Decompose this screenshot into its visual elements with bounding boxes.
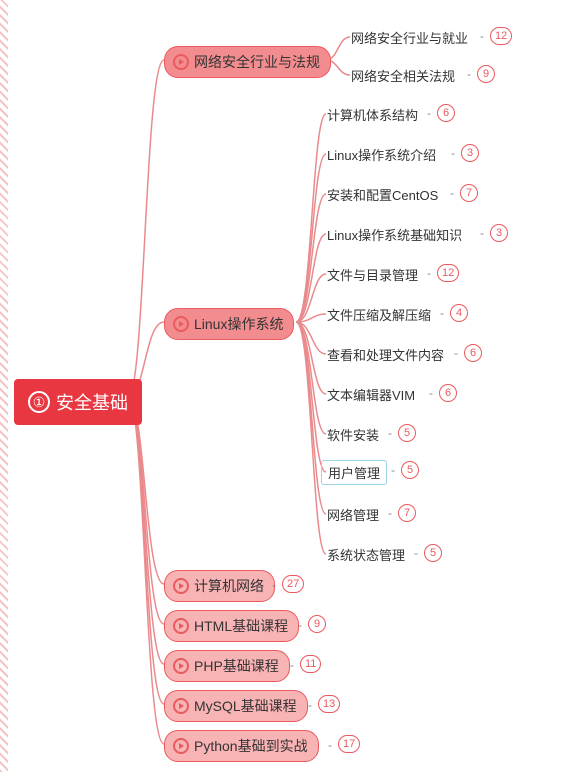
branch-label: PHP基础课程 bbox=[194, 656, 279, 676]
root-number: ① bbox=[28, 391, 50, 413]
dash: - bbox=[450, 186, 454, 200]
branch-label: HTML基础课程 bbox=[194, 616, 288, 636]
dash: - bbox=[427, 266, 431, 280]
dash: - bbox=[308, 698, 312, 712]
dash: - bbox=[467, 67, 471, 81]
bullet-icon bbox=[173, 658, 189, 674]
count-badge: 9 bbox=[477, 65, 495, 83]
leaf-node[interactable]: 文件与目录管理 bbox=[327, 265, 418, 284]
count-badge: 4 bbox=[450, 304, 468, 322]
branch-label: Python基础到实战 bbox=[194, 736, 308, 756]
count-badge: 12 bbox=[437, 264, 459, 282]
left-hatch bbox=[0, 0, 8, 772]
count-badge: 5 bbox=[401, 461, 419, 479]
root-node[interactable]: ① 安全基础 bbox=[14, 379, 142, 425]
bullet-icon bbox=[173, 698, 189, 714]
branch-b6[interactable]: Python基础到实战 bbox=[164, 730, 319, 762]
branch-b4[interactable]: PHP基础课程 bbox=[164, 650, 290, 682]
dash: - bbox=[290, 658, 294, 672]
branch-label: 计算机网络 bbox=[194, 576, 264, 596]
branch-b5[interactable]: MySQL基础课程 bbox=[164, 690, 308, 722]
dash: - bbox=[429, 386, 433, 400]
dash: - bbox=[440, 306, 444, 320]
dash: - bbox=[414, 546, 418, 560]
dash: - bbox=[454, 346, 458, 360]
branch-b2[interactable]: 计算机网络 bbox=[164, 570, 275, 602]
branch-b3[interactable]: HTML基础课程 bbox=[164, 610, 299, 642]
count-badge: 9 bbox=[308, 615, 326, 633]
leaf-node[interactable]: 文件压缩及解压缩 bbox=[327, 305, 431, 324]
count-badge: 6 bbox=[464, 344, 482, 362]
dash: - bbox=[391, 463, 395, 477]
count-badge: 5 bbox=[424, 544, 442, 562]
leaf-node[interactable]: Linux操作系统基础知识 bbox=[327, 225, 462, 244]
count-badge: 7 bbox=[398, 504, 416, 522]
leaf-node[interactable]: 软件安装 bbox=[327, 425, 379, 444]
leaf-node[interactable]: 计算机体系结构 bbox=[327, 105, 418, 124]
count-badge: 17 bbox=[338, 735, 360, 753]
dash: - bbox=[298, 618, 302, 632]
bullet-icon bbox=[173, 54, 189, 70]
root-label: 安全基础 bbox=[56, 389, 128, 415]
count-badge: 6 bbox=[439, 384, 457, 402]
dash: - bbox=[451, 146, 455, 160]
count-badge: 3 bbox=[461, 144, 479, 162]
leaf-node[interactable]: 安装和配置CentOS bbox=[327, 185, 438, 204]
count-badge: 5 bbox=[398, 424, 416, 442]
count-badge: 13 bbox=[318, 695, 340, 713]
dash: - bbox=[480, 226, 484, 240]
branch-b0[interactable]: 网络安全行业与法规 bbox=[164, 46, 331, 78]
count-badge: 3 bbox=[490, 224, 508, 242]
count-badge: 11 bbox=[300, 655, 321, 673]
count-badge: 7 bbox=[460, 184, 478, 202]
branch-label: MySQL基础课程 bbox=[194, 696, 297, 716]
leaf-node[interactable]: 文本编辑器VIM bbox=[327, 385, 415, 404]
bullet-icon bbox=[173, 578, 189, 594]
dash: - bbox=[388, 426, 392, 440]
branch-label: 网络安全行业与法规 bbox=[194, 52, 320, 72]
dash: - bbox=[427, 106, 431, 120]
leaf-node[interactable]: 网络安全相关法规 bbox=[351, 66, 455, 85]
leaf-node[interactable]: 用户管理 bbox=[321, 460, 387, 485]
leaf-node[interactable]: 网络安全行业与就业 bbox=[351, 28, 468, 47]
bullet-icon bbox=[173, 618, 189, 634]
count-badge: 12 bbox=[490, 27, 512, 45]
dash: - bbox=[480, 29, 484, 43]
dash: - bbox=[328, 738, 332, 752]
bullet-icon bbox=[173, 738, 189, 754]
leaf-node[interactable]: 查看和处理文件内容 bbox=[327, 345, 444, 364]
leaf-node[interactable]: Linux操作系统介绍 bbox=[327, 145, 436, 164]
branch-label: Linux操作系统 bbox=[194, 314, 283, 334]
count-badge: 6 bbox=[437, 104, 455, 122]
leaf-node[interactable]: 系统状态管理 bbox=[327, 545, 405, 564]
count-badge: 27 bbox=[282, 575, 304, 593]
bullet-icon bbox=[173, 316, 189, 332]
branch-b1[interactable]: Linux操作系统 bbox=[164, 308, 294, 340]
dash: - bbox=[272, 578, 276, 592]
leaf-node[interactable]: 网络管理 bbox=[327, 505, 379, 524]
dash: - bbox=[388, 506, 392, 520]
